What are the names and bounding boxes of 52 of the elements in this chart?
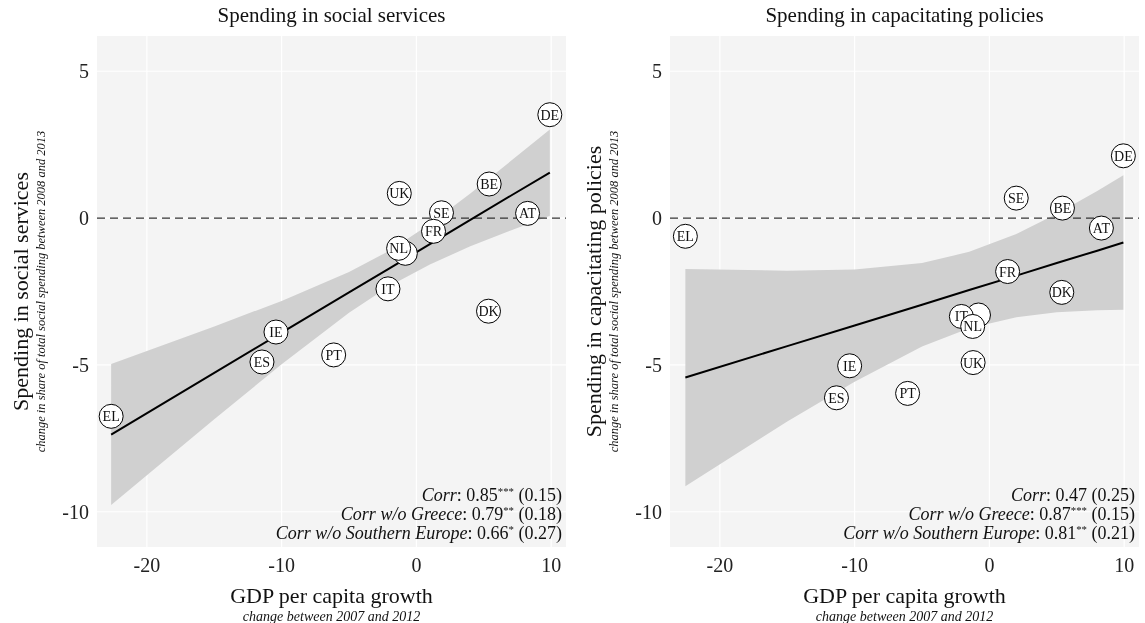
series-label: UK — [962, 355, 984, 371]
series-label: BE — [480, 177, 499, 193]
series-label: UK — [389, 186, 410, 202]
x-tick-label: -10 — [841, 554, 868, 576]
x-tick-label: -10 — [268, 554, 295, 576]
series-label: AT — [1092, 221, 1111, 237]
y-tick-label: 5 — [652, 60, 662, 83]
chart-title: Spending in capacitating policies — [765, 3, 1044, 27]
line-series — [684, 241, 1125, 379]
x-tick-label: 0 — [984, 554, 995, 576]
series-label: AT — [519, 206, 537, 222]
y-tick-label: -5 — [72, 353, 89, 376]
series-label: IE — [269, 325, 283, 341]
x-tick-label: -20 — [133, 554, 161, 576]
x-tick-label: 0 — [411, 554, 422, 576]
series-label: NL — [963, 319, 983, 335]
series-label: SE — [433, 205, 450, 221]
series-label: DE — [1114, 148, 1133, 164]
y-tick-label: -5 — [645, 353, 662, 376]
series-label: PT — [899, 386, 917, 402]
annotation: Corr w/o Greece: 0.87$^{***}$ (0.15) — [908, 504, 1135, 525]
y-tick-label: -10 — [635, 500, 662, 523]
x-tick-label: 10 — [1114, 554, 1135, 576]
series-label: SE — [1008, 191, 1025, 207]
y-tick-label: 5 — [79, 60, 89, 83]
series-label: DE — [540, 107, 560, 123]
series-label: DK — [478, 304, 499, 320]
series-label: EL — [102, 409, 120, 425]
y-axis-title: Spending in capacitating policies change in share of total social spending between 2008 and 2013 — [581, 130, 621, 453]
series-label: PT — [325, 347, 343, 363]
series-label: FR — [999, 264, 1017, 280]
y-tick-label: 0 — [652, 207, 662, 230]
y-tick-label: -10 — [62, 500, 89, 523]
series-label: ES — [253, 354, 271, 370]
chart-title: Spending in social services — [217, 3, 446, 27]
annotation: Corr w/o Greece: 0.79$^{**}$ (0.18) — [340, 504, 562, 525]
annotation: Corr: 0.85$^{***}$ (0.15) — [421, 485, 562, 506]
series-label: DK — [1051, 285, 1072, 301]
annotation: Corr: 0.47 (0.25) — [1010, 485, 1135, 506]
series-label: IT — [381, 281, 396, 297]
series-label: FR — [424, 224, 443, 240]
annotation: Corr w/o Southern Europe: 0.81$^{**}$ (0.21) — [843, 523, 1135, 544]
annotation: Corr w/o Southern Europe: 0.66$^{*}$ (0.27) — [275, 523, 562, 544]
series-label: ES — [828, 390, 845, 406]
series-label: NL — [389, 241, 408, 257]
series-label: BE — [1053, 201, 1072, 217]
x-tick-label: -20 — [706, 554, 734, 576]
series-label: IE — [843, 358, 857, 374]
y-tick-label: 0 — [79, 207, 89, 230]
x-tick-label: 10 — [541, 554, 562, 576]
series-label: EL — [676, 229, 694, 245]
y-axis-title: Spending in social services change in share of total social spending between 2008 and 2013 — [8, 130, 48, 453]
